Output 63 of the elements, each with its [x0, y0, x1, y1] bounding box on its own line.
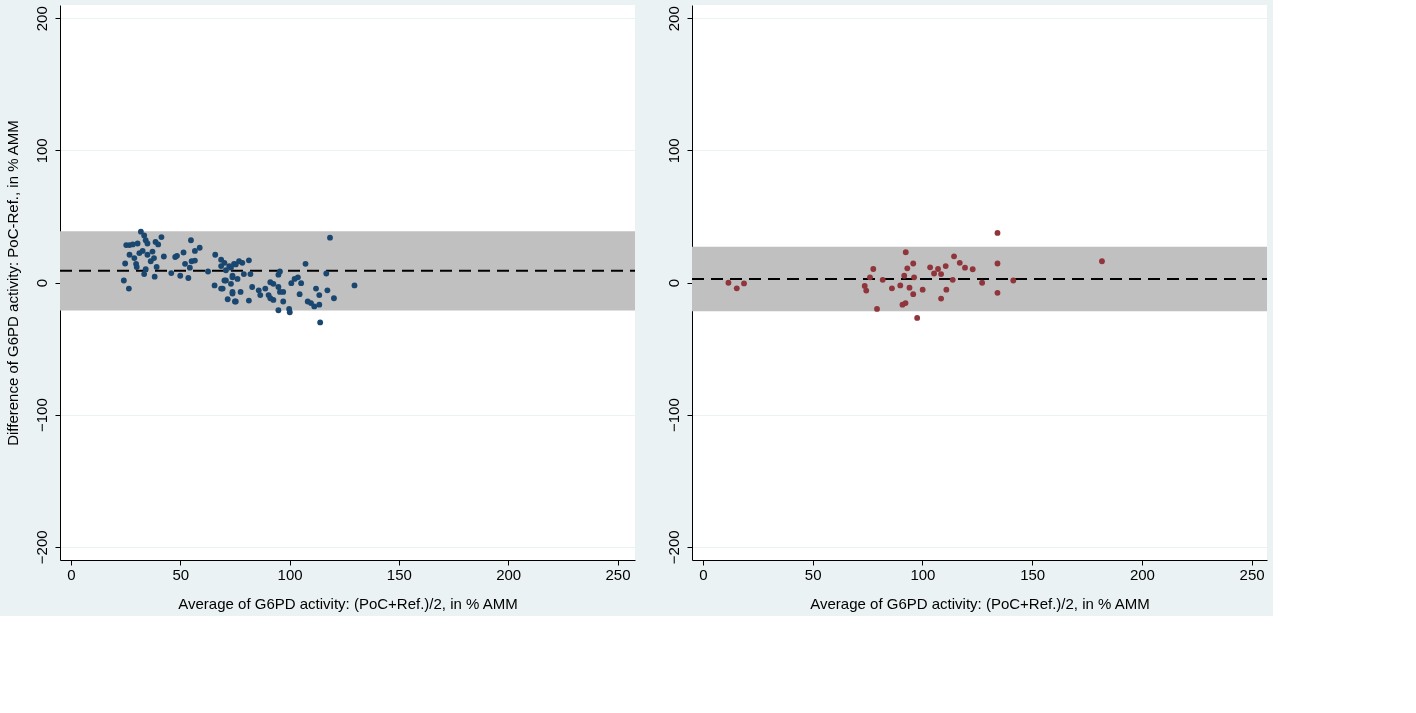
- point: [994, 230, 1001, 236]
- point: [902, 249, 909, 256]
- point: [994, 260, 1001, 267]
- x-tick-label: 50: [172, 565, 190, 583]
- y-tick-label: 0: [664, 278, 682, 288]
- y-tick-label: −100: [664, 398, 682, 433]
- point: [867, 274, 873, 281]
- x-tick-label: 0: [699, 565, 708, 583]
- point: [919, 286, 926, 293]
- x-tick-label: 100: [277, 565, 303, 583]
- point: [938, 295, 945, 302]
- point: [874, 306, 880, 312]
- point: [942, 263, 949, 270]
- y-tick-label: 200: [664, 6, 682, 32]
- point: [979, 279, 986, 286]
- point: [725, 279, 732, 286]
- x-tick-label: 250: [605, 565, 631, 583]
- point: [927, 264, 934, 271]
- point: [931, 270, 937, 277]
- x-tick-label: 150: [386, 565, 412, 583]
- point: [1010, 277, 1017, 284]
- y-tick-label: −200: [32, 530, 50, 565]
- point: [956, 259, 963, 266]
- y-tick-label: 0: [32, 278, 50, 288]
- point: [879, 276, 886, 283]
- point: [897, 282, 904, 289]
- y-axis-title: Difference of G6PD activity: PoC-Ref., in % AMM: [3, 120, 21, 446]
- point: [741, 280, 747, 287]
- y-tick-label: 100: [32, 138, 50, 164]
- x-axis-title: Average of G6PD activity: (PoC+Ref.)/2, in % AMM: [810, 594, 1150, 612]
- point: [962, 264, 968, 271]
- y-tick-label: 200: [32, 6, 50, 32]
- point: [863, 287, 870, 294]
- point: [901, 272, 908, 279]
- point: [889, 285, 895, 292]
- point: [969, 266, 976, 273]
- point: [870, 266, 877, 272]
- point: [906, 284, 913, 291]
- x-tick-label: 0: [67, 565, 76, 583]
- y-tick-label: 100: [664, 138, 682, 164]
- point: [949, 276, 956, 283]
- point: [935, 266, 941, 272]
- point: [938, 271, 945, 277]
- point: [1099, 258, 1105, 265]
- y-tick-label: −200: [664, 530, 682, 565]
- x-tick-label: 100: [910, 565, 936, 583]
- x-tick-label: 200: [496, 565, 522, 583]
- y-tick-label: −100: [32, 398, 50, 433]
- point: [943, 286, 950, 293]
- point: [994, 289, 1001, 296]
- point: [910, 260, 917, 267]
- point: [733, 285, 740, 292]
- point: [861, 283, 868, 289]
- x-axis-title: Average of G6PD activity: (PoC+Ref.)/2, in % AMM: [178, 594, 518, 612]
- point: [911, 274, 918, 281]
- x-tick-label: 250: [1239, 565, 1265, 583]
- x-tick-label: 200: [1129, 565, 1155, 583]
- point: [904, 265, 911, 272]
- point: [910, 291, 917, 298]
- point: [951, 253, 957, 260]
- x-tick-label: 50: [804, 565, 822, 583]
- point: [914, 315, 921, 321]
- x-tick-label: 150: [1020, 565, 1046, 583]
